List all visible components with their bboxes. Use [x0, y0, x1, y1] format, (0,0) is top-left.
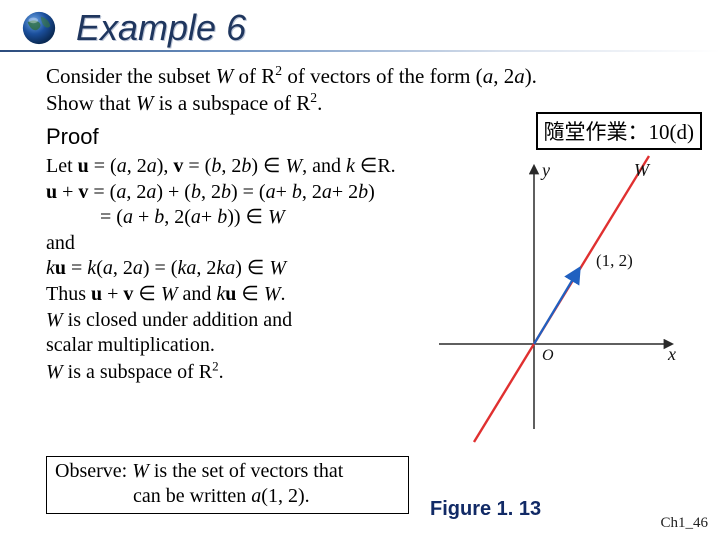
point-label: (1, 2)	[596, 251, 633, 270]
var-a: a	[483, 64, 494, 88]
text: (1, 2).	[261, 485, 309, 507]
text: ).	[525, 64, 537, 88]
text: .	[317, 91, 322, 115]
proof-body: Let u = (a, 2a), v = (b, 2b) ∈ W, and k …	[46, 154, 424, 450]
proof-line: = (a + b, 2(a+ b)) ∈ W	[100, 206, 285, 228]
proof-line: u + v = (a, 2a) + (b, 2b) = (a+ b, 2a+ 2…	[46, 181, 375, 203]
axis-x-label: x	[667, 344, 676, 364]
text: can be written	[133, 485, 251, 507]
observe-box: Observe: W is the set of vectors that ca…	[46, 456, 409, 514]
origin-label: O	[542, 347, 554, 364]
line-W-label: W	[634, 160, 651, 180]
text: Consider the subset	[46, 64, 216, 88]
text: of vectors of the form (	[282, 64, 483, 88]
text: of	[233, 64, 261, 88]
text: is a subspace of	[153, 91, 296, 115]
set-R: R	[261, 64, 275, 88]
axis-y-label: y	[540, 160, 550, 180]
var-W: W	[136, 91, 154, 115]
figure-svg: y x W O (1, 2)	[424, 154, 684, 444]
var-a: a	[514, 64, 525, 88]
proof-line: scalar multiplication.	[46, 333, 424, 359]
figure: y x W O (1, 2)	[424, 154, 692, 450]
proof-line: ku = k(a, 2a) = (ka, 2ka) ∈ W	[46, 257, 286, 279]
text: , 2	[493, 64, 514, 88]
text: Observe:	[55, 460, 132, 482]
set-R: R	[296, 91, 310, 115]
proof-line: Let u = (a, 2a), v = (b, 2b) ∈ W, and k …	[46, 155, 396, 177]
proof-line: W is a subspace of R2.	[46, 361, 224, 383]
slide-number: Ch1_46	[660, 515, 708, 532]
title-bar: Example 6	[0, 0, 720, 56]
proof-line: and	[46, 231, 424, 257]
var-W: W	[132, 460, 149, 482]
text: Show that	[46, 91, 136, 115]
var-W: W	[216, 64, 234, 88]
text: is the set of vectors that	[149, 460, 343, 482]
figure-caption: Figure 1. 13	[430, 498, 541, 521]
var-a: a	[251, 485, 261, 507]
proof-line: Thus u + v ∈ W and ku ∈ W.	[46, 283, 286, 305]
proof-line: W is closed under addition and	[46, 309, 292, 331]
slide-title: Example 6	[76, 7, 246, 49]
homework-callout: 隨堂作業：10(d)	[536, 112, 703, 150]
globe-icon	[20, 9, 58, 47]
